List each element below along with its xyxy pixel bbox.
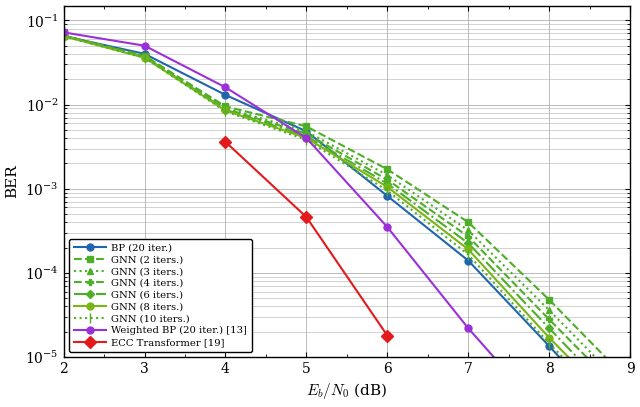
Weighted BP (20 iter.) [13] <box>383 225 391 230</box>
GNN (4 iters.) <box>465 234 472 239</box>
GNN (8 iters.) <box>383 184 391 189</box>
BP (20 iter.) <box>465 258 472 263</box>
GNN (10 iters.) <box>545 341 553 346</box>
Line: GNN (2 iters.): GNN (2 iters.) <box>60 32 634 386</box>
GNN (8 iters.) <box>141 55 148 60</box>
GNN (6 iters.) <box>465 241 472 246</box>
GNN (2 iters.) <box>141 53 148 58</box>
GNN (4 iters.) <box>545 317 553 322</box>
GNN (6 iters.) <box>545 326 553 330</box>
GNN (10 iters.) <box>221 109 229 114</box>
GNN (8 iters.) <box>221 108 229 113</box>
GNN (6 iters.) <box>60 33 67 38</box>
GNN (6 iters.) <box>141 54 148 59</box>
GNN (4 iters.) <box>383 177 391 182</box>
GNN (3 iters.) <box>465 228 472 233</box>
GNN (3 iters.) <box>383 173 391 177</box>
GNN (10 iters.) <box>141 55 148 60</box>
GNN (10 iters.) <box>465 252 472 257</box>
BP (20 iter.) <box>141 51 148 56</box>
GNN (3 iters.) <box>60 33 67 38</box>
GNN (10 iters.) <box>383 188 391 193</box>
GNN (3 iters.) <box>141 54 148 59</box>
Weighted BP (20 iter.) [13] <box>221 85 229 90</box>
X-axis label: $E_b/N_0$ (dB): $E_b/N_0$ (dB) <box>306 381 388 401</box>
GNN (8 iters.) <box>303 136 310 140</box>
GNN (3 iters.) <box>626 390 634 395</box>
GNN (8 iters.) <box>60 34 67 39</box>
GNN (2 iters.) <box>626 380 634 385</box>
Y-axis label: BER: BER <box>6 164 20 198</box>
BP (20 iter.) <box>383 193 391 198</box>
GNN (2 iters.) <box>465 220 472 225</box>
Legend: BP (20 iter.), GNN (2 iters.), GNN (3 iters.), GNN (4 iters.), GNN (6 iters.), G: BP (20 iter.), GNN (2 iters.), GNN (3 it… <box>68 239 252 352</box>
GNN (6 iters.) <box>221 107 229 112</box>
Weighted BP (20 iter.) [13] <box>465 326 472 330</box>
BP (20 iter.) <box>221 92 229 97</box>
Line: GNN (6 iters.): GNN (6 iters.) <box>61 33 633 407</box>
Line: BP (20 iter.): BP (20 iter.) <box>60 33 634 407</box>
ECC Transformer [19] <box>303 214 310 219</box>
Line: GNN (10 iters.): GNN (10 iters.) <box>59 31 635 407</box>
GNN (2 iters.) <box>60 33 67 38</box>
GNN (3 iters.) <box>221 105 229 110</box>
GNN (4 iters.) <box>141 54 148 59</box>
BP (20 iter.) <box>60 34 67 39</box>
GNN (10 iters.) <box>303 138 310 142</box>
GNN (6 iters.) <box>303 134 310 139</box>
ECC Transformer [19] <box>383 333 391 338</box>
GNN (4 iters.) <box>60 33 67 38</box>
BP (20 iter.) <box>303 129 310 134</box>
GNN (2 iters.) <box>221 104 229 109</box>
GNN (10 iters.) <box>60 34 67 39</box>
GNN (2 iters.) <box>383 167 391 172</box>
Weighted BP (20 iter.) [13] <box>141 43 148 48</box>
GNN (2 iters.) <box>303 124 310 129</box>
GNN (4 iters.) <box>626 398 634 403</box>
GNN (8 iters.) <box>465 247 472 252</box>
Line: GNN (8 iters.): GNN (8 iters.) <box>60 33 634 407</box>
Weighted BP (20 iter.) [13] <box>303 136 310 140</box>
Line: GNN (4 iters.): GNN (4 iters.) <box>60 32 634 405</box>
BP (20 iter.) <box>545 344 553 348</box>
Line: Weighted BP (20 iter.) [13]: Weighted BP (20 iter.) [13] <box>60 29 634 407</box>
GNN (3 iters.) <box>545 308 553 313</box>
ECC Transformer [19] <box>221 140 229 144</box>
GNN (8 iters.) <box>545 335 553 340</box>
GNN (4 iters.) <box>303 131 310 136</box>
Weighted BP (20 iter.) [13] <box>60 30 67 35</box>
GNN (4 iters.) <box>221 106 229 111</box>
Line: GNN (3 iters.): GNN (3 iters.) <box>61 33 633 395</box>
GNN (2 iters.) <box>545 297 553 302</box>
Line: ECC Transformer [19]: ECC Transformer [19] <box>221 138 392 340</box>
GNN (6 iters.) <box>383 181 391 186</box>
GNN (3 iters.) <box>303 129 310 134</box>
